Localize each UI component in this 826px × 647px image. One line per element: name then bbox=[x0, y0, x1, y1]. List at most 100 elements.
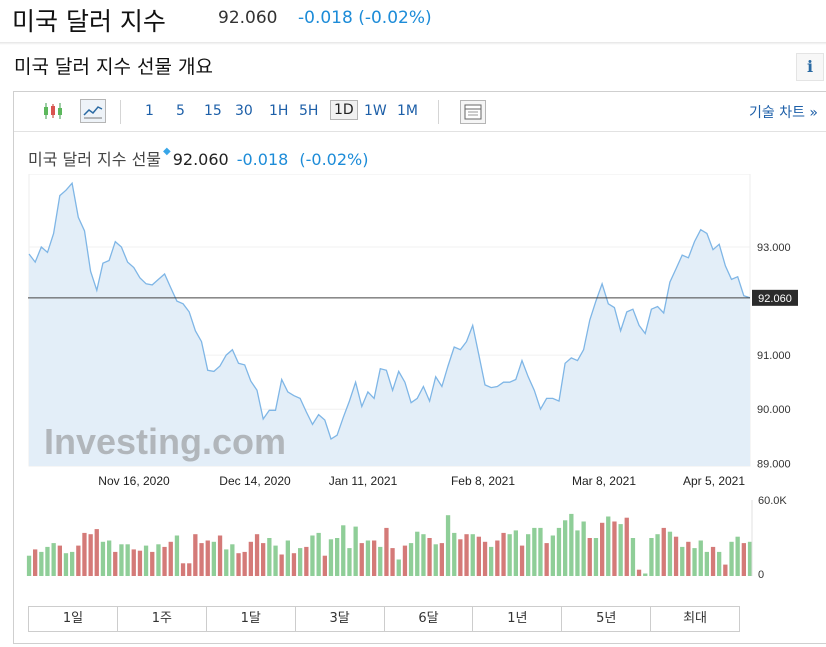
range-selector: 1일 1주 1달 3달 6달 1년 5년 최대 bbox=[28, 606, 740, 632]
volume-bar bbox=[63, 553, 69, 576]
volume-bar bbox=[285, 540, 290, 576]
volume-bar bbox=[51, 543, 56, 576]
volume-bar bbox=[729, 541, 734, 576]
volume-bar bbox=[242, 551, 247, 576]
volume-bar bbox=[168, 541, 173, 576]
volume-bar bbox=[70, 551, 75, 576]
volume-bar bbox=[335, 538, 340, 576]
x-tick-label: Nov 16, 2020 bbox=[98, 474, 170, 488]
volume-bar bbox=[643, 573, 648, 576]
volume-bar bbox=[187, 563, 192, 576]
interval-5min[interactable]: 5 bbox=[176, 103, 185, 119]
volume-bar bbox=[661, 527, 666, 576]
volume-bar bbox=[230, 544, 235, 576]
volume-bar bbox=[125, 544, 130, 576]
volume-bar bbox=[519, 545, 525, 576]
toolbar-separator bbox=[120, 100, 121, 124]
volume-bar bbox=[476, 536, 481, 576]
volume-bar bbox=[735, 536, 740, 576]
range-1m[interactable]: 1달 bbox=[206, 606, 296, 632]
volume-bar bbox=[107, 540, 112, 576]
volume-bar bbox=[667, 531, 673, 576]
volume-bar bbox=[180, 563, 186, 576]
volume-bar bbox=[396, 559, 401, 576]
y-tick-label: 93.000 bbox=[757, 242, 791, 254]
volume-bar bbox=[513, 530, 518, 576]
range-3m[interactable]: 3달 bbox=[295, 606, 385, 632]
section-title: 미국 달러 지수 선물 개요 bbox=[14, 56, 213, 78]
volume-bar bbox=[680, 546, 685, 576]
volume-bar bbox=[353, 526, 358, 576]
chart-widget: 1 5 15 30 1H 5H 1D 1W 1M 기술 차트 » 미국 달러 지… bbox=[13, 91, 826, 644]
volume-bars bbox=[26, 500, 753, 576]
volume-bar bbox=[174, 535, 180, 576]
volume-bar bbox=[150, 551, 155, 576]
volume-bar bbox=[723, 564, 728, 576]
volume-bar bbox=[526, 534, 531, 576]
info-icon[interactable]: i bbox=[796, 53, 824, 81]
volume-bar bbox=[563, 520, 568, 576]
volume-bar bbox=[236, 553, 241, 576]
volume-bar bbox=[415, 531, 420, 576]
volume-bar bbox=[538, 527, 543, 576]
volume-bar bbox=[655, 534, 660, 576]
range-1y[interactable]: 1년 bbox=[473, 606, 563, 632]
range-1w[interactable]: 1주 bbox=[117, 606, 207, 632]
volume-bar bbox=[507, 534, 512, 576]
volume-bar bbox=[747, 541, 753, 576]
volume-bar bbox=[248, 541, 253, 576]
header-divider bbox=[0, 42, 826, 45]
range-5y[interactable]: 5년 bbox=[562, 606, 652, 632]
range-max[interactable]: 최대 bbox=[651, 606, 740, 632]
x-axis-labels: Nov 16, 2020 Dec 14, 2020 Jan 11, 2021 Feb … bbox=[98, 474, 745, 488]
candlestick-icon[interactable] bbox=[42, 102, 64, 124]
volume-bar bbox=[156, 544, 161, 576]
interval-30min[interactable]: 30 bbox=[235, 103, 253, 119]
volume-bar bbox=[39, 551, 44, 576]
interval-1d[interactable]: 1D bbox=[330, 100, 358, 120]
volume-bar bbox=[717, 551, 722, 576]
volume-bar bbox=[630, 538, 636, 576]
volume-axis-labels: 60.0K 0 bbox=[758, 495, 787, 581]
volume-bar bbox=[439, 543, 444, 576]
volume-bar bbox=[421, 534, 426, 576]
volume-bar bbox=[581, 521, 586, 576]
interval-1min[interactable]: 1 bbox=[145, 103, 154, 119]
volume-bar bbox=[33, 549, 38, 576]
chart-instrument-name: 미국 달러 지수 선물 bbox=[28, 150, 162, 169]
volume-tick-label: 60.0K bbox=[758, 495, 787, 507]
volume-bar bbox=[322, 555, 327, 576]
chart-toolbar: 1 5 15 30 1H 5H 1D 1W 1M 기술 차트 » bbox=[14, 92, 826, 132]
volume-bar bbox=[143, 545, 149, 576]
interval-1h[interactable]: 1H bbox=[269, 103, 289, 119]
volume-bar bbox=[291, 553, 297, 576]
volume-bar bbox=[427, 538, 432, 576]
interval-1mo[interactable]: 1M bbox=[397, 103, 418, 119]
volume-bar bbox=[612, 521, 617, 576]
volume-bar bbox=[328, 539, 334, 576]
volume-bar bbox=[119, 544, 124, 576]
volume-bar bbox=[279, 554, 284, 576]
volume-bar bbox=[137, 550, 143, 576]
volume-bar bbox=[501, 532, 506, 576]
area-chart-icon[interactable] bbox=[80, 99, 106, 123]
volume-bar bbox=[224, 549, 229, 576]
volume-bar bbox=[606, 516, 611, 576]
volume-bar bbox=[378, 546, 383, 576]
price-chart[interactable]: Investing.com 92.060 93.000 91.000 90.000 8… bbox=[14, 174, 826, 589]
layout-icon[interactable] bbox=[460, 100, 486, 124]
volume-bar bbox=[482, 541, 488, 576]
volume-bar bbox=[131, 549, 136, 576]
volume-bar bbox=[550, 535, 555, 576]
interval-15min[interactable]: 15 bbox=[204, 103, 222, 119]
interval-5h[interactable]: 5H bbox=[299, 103, 319, 119]
volume-bar bbox=[347, 548, 352, 576]
range-1d[interactable]: 1일 bbox=[28, 606, 118, 632]
volume-bar bbox=[304, 546, 309, 576]
chart-change: -0.018 bbox=[236, 150, 289, 169]
volume-bar bbox=[532, 527, 537, 576]
advanced-chart-link[interactable]: 기술 차트 » bbox=[749, 105, 818, 121]
volume-bar bbox=[649, 538, 654, 576]
interval-1w[interactable]: 1W bbox=[364, 103, 387, 119]
range-6m[interactable]: 6달 bbox=[384, 606, 474, 632]
